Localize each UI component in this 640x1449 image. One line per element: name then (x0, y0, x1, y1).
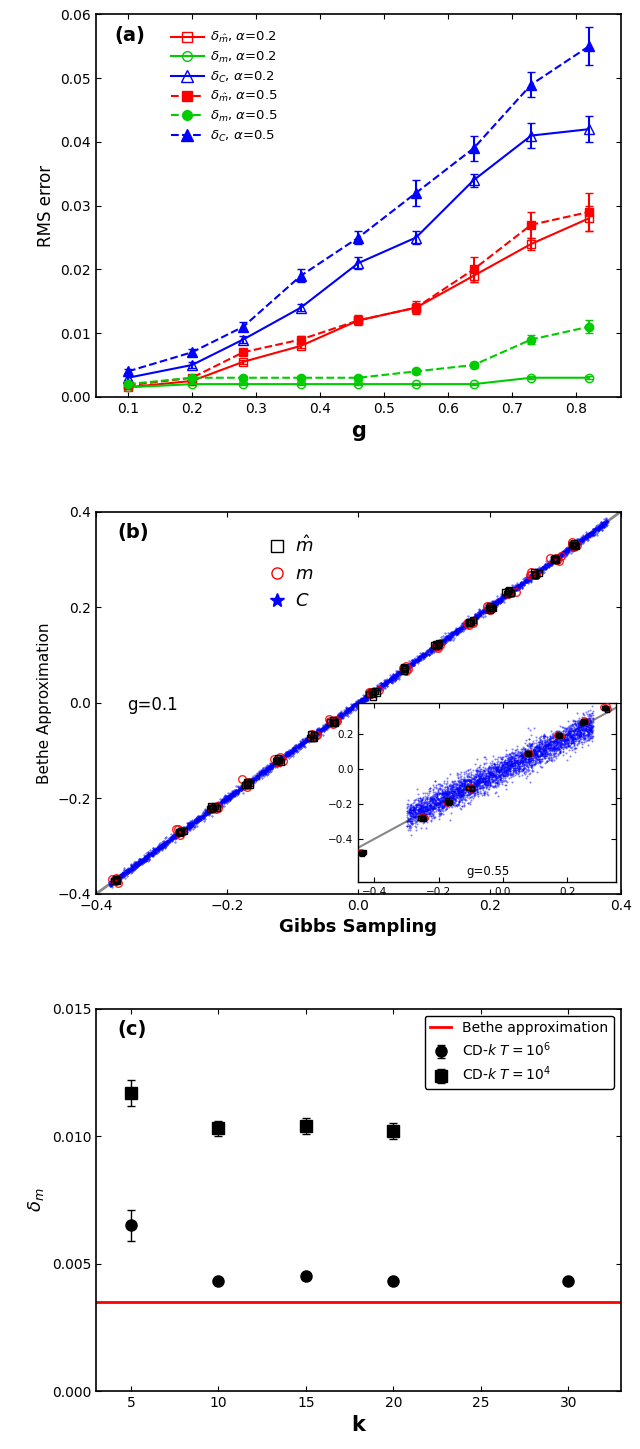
X-axis label: Gibbs Sampling: Gibbs Sampling (280, 919, 437, 936)
Bethe approximation (57, 1293, 65, 1310)
Legend: $\hat{m}$, $m$, $C$: $\hat{m}$, $m$, $C$ (262, 529, 321, 617)
Text: (a): (a) (115, 26, 145, 45)
Text: (b): (b) (117, 523, 148, 542)
X-axis label: k: k (351, 1416, 365, 1436)
Y-axis label: RMS error: RMS error (37, 165, 55, 246)
Text: (c): (c) (117, 1020, 147, 1039)
Legend: Bethe approximation, CD-$k$ $T=10^6$, CD-$k$ $T=10^4$: Bethe approximation, CD-$k$ $T=10^6$, CD… (425, 1016, 614, 1090)
Text: g=0.1: g=0.1 (127, 697, 178, 714)
Bethe approximation (40, 1293, 47, 1310)
Legend: $\delta_{\hat{m}}$, $\alpha$=0.2, $\delta_{m}$, $\alpha$=0.2, $\delta_{C}$, $\al: $\delta_{\hat{m}}$, $\alpha$=0.2, $\delt… (166, 25, 284, 149)
Y-axis label: Bethe Approximation: Bethe Approximation (37, 622, 52, 784)
X-axis label: g: g (351, 422, 366, 442)
Y-axis label: $\delta_m$: $\delta_m$ (26, 1188, 46, 1211)
